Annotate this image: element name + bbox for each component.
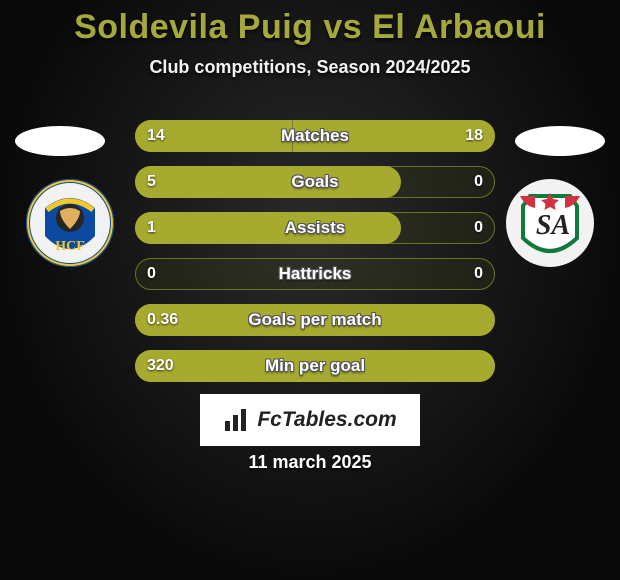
bar-fill-right xyxy=(292,120,496,152)
player1-avatar xyxy=(15,126,105,156)
player2-avatar xyxy=(515,126,605,156)
fctables-logo: FcTables.com xyxy=(200,394,420,446)
page-title: Soldevila Puig vs El Arbaoui xyxy=(0,0,620,47)
comparison-date: 11 march 2025 xyxy=(0,452,620,473)
bar-fill-full xyxy=(135,350,495,382)
stat-bars: 14 Matches 18 5 Goals 0 1 Assists 0 0 Ha… xyxy=(135,120,495,396)
crest-hercules-icon: HCF xyxy=(25,178,115,268)
player2-club-crest: SA xyxy=(505,178,595,268)
crest-text: HCF xyxy=(55,239,85,254)
bar-bg xyxy=(135,258,495,290)
logo-text: FcTables.com xyxy=(257,408,396,432)
player1-club-crest: HCF xyxy=(25,178,115,268)
stat-row-gpm: 0.36 Goals per match xyxy=(135,304,495,336)
crest-sa-icon: SA xyxy=(505,178,595,268)
stat-row-assists: 1 Assists 0 xyxy=(135,212,495,244)
comparison-card: Soldevila Puig vs El Arbaoui Club compet… xyxy=(0,0,620,580)
stat-row-mpg: 320 Min per goal xyxy=(135,350,495,382)
stat-row-matches: 14 Matches 18 xyxy=(135,120,495,152)
stat-row-hattricks: 0 Hattricks 0 xyxy=(135,258,495,290)
page-subtitle: Club competitions, Season 2024/2025 xyxy=(0,57,620,78)
bar-fill-left xyxy=(135,120,293,152)
bar-fill-left xyxy=(135,166,401,198)
bar-fill-full xyxy=(135,304,495,336)
svg-text:SA: SA xyxy=(536,210,570,241)
bars-icon xyxy=(223,407,253,433)
bar-fill-left xyxy=(135,212,401,244)
stat-row-goals: 5 Goals 0 xyxy=(135,166,495,198)
